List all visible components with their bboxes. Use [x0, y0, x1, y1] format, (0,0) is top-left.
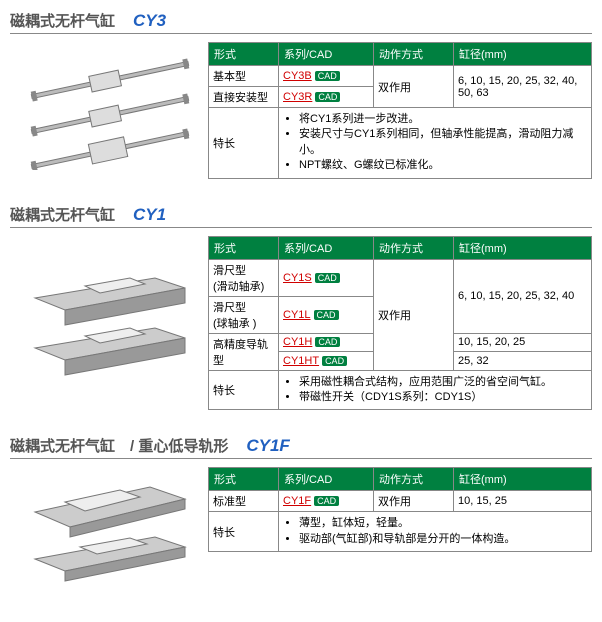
feature-item: 驱动部(气缸部)和导轨部是分开的一体构造。	[299, 532, 585, 547]
title-cn: 磁耦式无杆气缸	[10, 10, 115, 31]
spec-table-area: 形式系列/CAD动作方式缸径(mm)基本型CY3BCAD双作用6, 10, 15…	[208, 42, 592, 179]
series-cell: CY3RCAD	[279, 87, 374, 108]
cad-badge[interactable]: CAD	[322, 356, 347, 366]
series-link[interactable]: CY3R	[283, 91, 312, 103]
product-section: 磁耦式无杆气缸 / 重心低导轨形 CY1F 形式系列/CAD动作方式缸径(mm) 标…	[10, 435, 592, 587]
content-row: 形式系列/CAD动作方式缸径(mm)标准型CY1FCAD双作用10, 15, 2…	[10, 467, 592, 587]
title-model: CY1F	[246, 436, 289, 456]
feature-item: 采用磁性耦合式结构，应用范围广泛的省空间气缸。	[299, 375, 585, 390]
title-cn: 磁耦式无杆气缸	[10, 204, 115, 225]
series-link[interactable]: CY1HT	[283, 355, 319, 367]
spec-table: 形式系列/CAD动作方式缸径(mm)基本型CY3BCAD双作用6, 10, 15…	[208, 42, 592, 179]
form-cell: 基本型	[209, 66, 279, 87]
feature-label: 特长	[209, 512, 279, 552]
feature-content: 采用磁性耦合式结构，应用范围广泛的省空间气缸。带磁性开关（CDY1S系列：CDY…	[279, 370, 592, 410]
bore-cell: 6, 10, 15, 20, 25, 32, 40, 50, 63	[454, 66, 592, 108]
spec-table-area: 形式系列/CAD动作方式缸径(mm)滑尺型 (滑动轴承)CY1SCAD双作用6,…	[208, 236, 592, 411]
cad-badge[interactable]: CAD	[315, 92, 340, 102]
feature-row: 特长将CY1系列进一步改进。安装尺寸与CY1系列相同，但轴承性能提高，滑动阻力减…	[209, 108, 592, 179]
spec-table-area: 形式系列/CAD动作方式缸径(mm)标准型CY1FCAD双作用10, 15, 2…	[208, 467, 592, 587]
series-cell: CY3BCAD	[279, 66, 374, 87]
table-header: 形式	[209, 468, 279, 491]
series-cell: CY1FCAD	[279, 491, 374, 512]
cad-badge[interactable]: CAD	[314, 310, 339, 320]
series-cell: CY1HTCAD	[279, 352, 374, 371]
feature-item: 带磁性开关（CDY1S系列：CDY1S）	[299, 390, 585, 405]
series-link[interactable]: CY1H	[283, 336, 312, 348]
feature-row: 特长采用磁性耦合式结构，应用范围广泛的省空间气缸。带磁性开关（CDY1S系列：C…	[209, 370, 592, 410]
table-row: 基本型CY3BCAD双作用6, 10, 15, 20, 25, 32, 40, …	[209, 66, 592, 87]
bore-cell: 25, 32	[454, 352, 592, 371]
table-header: 动作方式	[374, 236, 454, 259]
feature-item: 薄型，缸体短，轻量。	[299, 516, 585, 531]
table-header: 系列/CAD	[279, 236, 374, 259]
feature-item: NPT螺纹、G螺纹已标准化。	[299, 158, 585, 173]
feature-item: 安装尺寸与CY1系列相同，但轴承性能提高，滑动阻力减小。	[299, 127, 585, 158]
product-illustration	[10, 42, 200, 179]
table-header: 形式	[209, 236, 279, 259]
table-header: 缸径(mm)	[454, 468, 592, 491]
table-row: 标准型CY1FCAD双作用10, 15, 25	[209, 491, 592, 512]
form-cell: 高精度导轨型	[209, 333, 279, 370]
table-header: 系列/CAD	[279, 468, 374, 491]
series-cell: CY1LCAD	[279, 296, 374, 333]
feature-item: 将CY1系列进一步改进。	[299, 112, 585, 127]
product-illustration	[10, 467, 200, 587]
form-cell: 标准型	[209, 491, 279, 512]
table-header: 动作方式	[374, 468, 454, 491]
series-cell: CY1HCAD	[279, 333, 374, 352]
section-title-row: 磁耦式无杆气缸 CY1	[10, 204, 592, 228]
product-section: 磁耦式无杆气缸CY1 形式系列/CAD动作方式缸径(mm)滑尺型 (滑动轴承)C…	[10, 204, 592, 411]
cad-badge[interactable]: CAD	[315, 71, 340, 81]
form-cell: 滑尺型 (滑动轴承)	[209, 259, 279, 296]
table-header: 动作方式	[374, 43, 454, 66]
product-section: 磁耦式无杆气缸CY3 形式系列/CAD动作方式缸径(mm)基本型CY3BCAD双…	[10, 10, 592, 179]
action-cell: 双作用	[374, 66, 454, 108]
feature-row: 特长薄型，缸体短，轻量。驱动部(气缸部)和导轨部是分开的一体构造。	[209, 512, 592, 552]
spec-table: 形式系列/CAD动作方式缸径(mm)标准型CY1FCAD双作用10, 15, 2…	[208, 467, 592, 552]
series-link[interactable]: CY3B	[283, 70, 312, 82]
table-header: 形式	[209, 43, 279, 66]
section-title-row: 磁耦式无杆气缸 CY3	[10, 10, 592, 34]
series-link[interactable]: CY1L	[283, 309, 311, 321]
product-illustration	[10, 236, 200, 411]
form-cell: 直接安装型	[209, 87, 279, 108]
cad-badge[interactable]: CAD	[315, 273, 340, 283]
cad-badge[interactable]: CAD	[315, 337, 340, 347]
bore-cell: 6, 10, 15, 20, 25, 32, 40	[454, 259, 592, 333]
content-row: 形式系列/CAD动作方式缸径(mm)基本型CY3BCAD双作用6, 10, 15…	[10, 42, 592, 179]
feature-content: 将CY1系列进一步改进。安装尺寸与CY1系列相同，但轴承性能提高，滑动阻力减小。…	[279, 108, 592, 179]
bore-cell: 10, 15, 20, 25	[454, 333, 592, 352]
table-header: 系列/CAD	[279, 43, 374, 66]
table-header: 缸径(mm)	[454, 43, 592, 66]
title-model: CY3	[133, 11, 166, 31]
feature-content: 薄型，缸体短，轻量。驱动部(气缸部)和导轨部是分开的一体构造。	[279, 512, 592, 552]
content-row: 形式系列/CAD动作方式缸径(mm)滑尺型 (滑动轴承)CY1SCAD双作用6,…	[10, 236, 592, 411]
series-link[interactable]: CY1S	[283, 272, 312, 284]
series-cell: CY1SCAD	[279, 259, 374, 296]
spec-table: 形式系列/CAD动作方式缸径(mm)滑尺型 (滑动轴承)CY1SCAD双作用6,…	[208, 236, 592, 411]
section-title-row: 磁耦式无杆气缸 / 重心低导轨形 CY1F	[10, 435, 592, 459]
bore-cell: 10, 15, 25	[454, 491, 592, 512]
table-row: 滑尺型 (滑动轴承)CY1SCAD双作用6, 10, 15, 20, 25, 3…	[209, 259, 592, 296]
action-cell: 双作用	[374, 491, 454, 512]
cad-badge[interactable]: CAD	[314, 496, 339, 506]
series-link[interactable]: CY1F	[283, 495, 311, 507]
action-cell: 双作用	[374, 259, 454, 370]
form-cell: 滑尺型 (球轴承 )	[209, 296, 279, 333]
feature-label: 特长	[209, 370, 279, 410]
title-cn: 磁耦式无杆气缸 / 重心低导轨形	[10, 435, 228, 456]
title-model: CY1	[133, 205, 166, 225]
feature-label: 特长	[209, 108, 279, 179]
table-header: 缸径(mm)	[454, 236, 592, 259]
